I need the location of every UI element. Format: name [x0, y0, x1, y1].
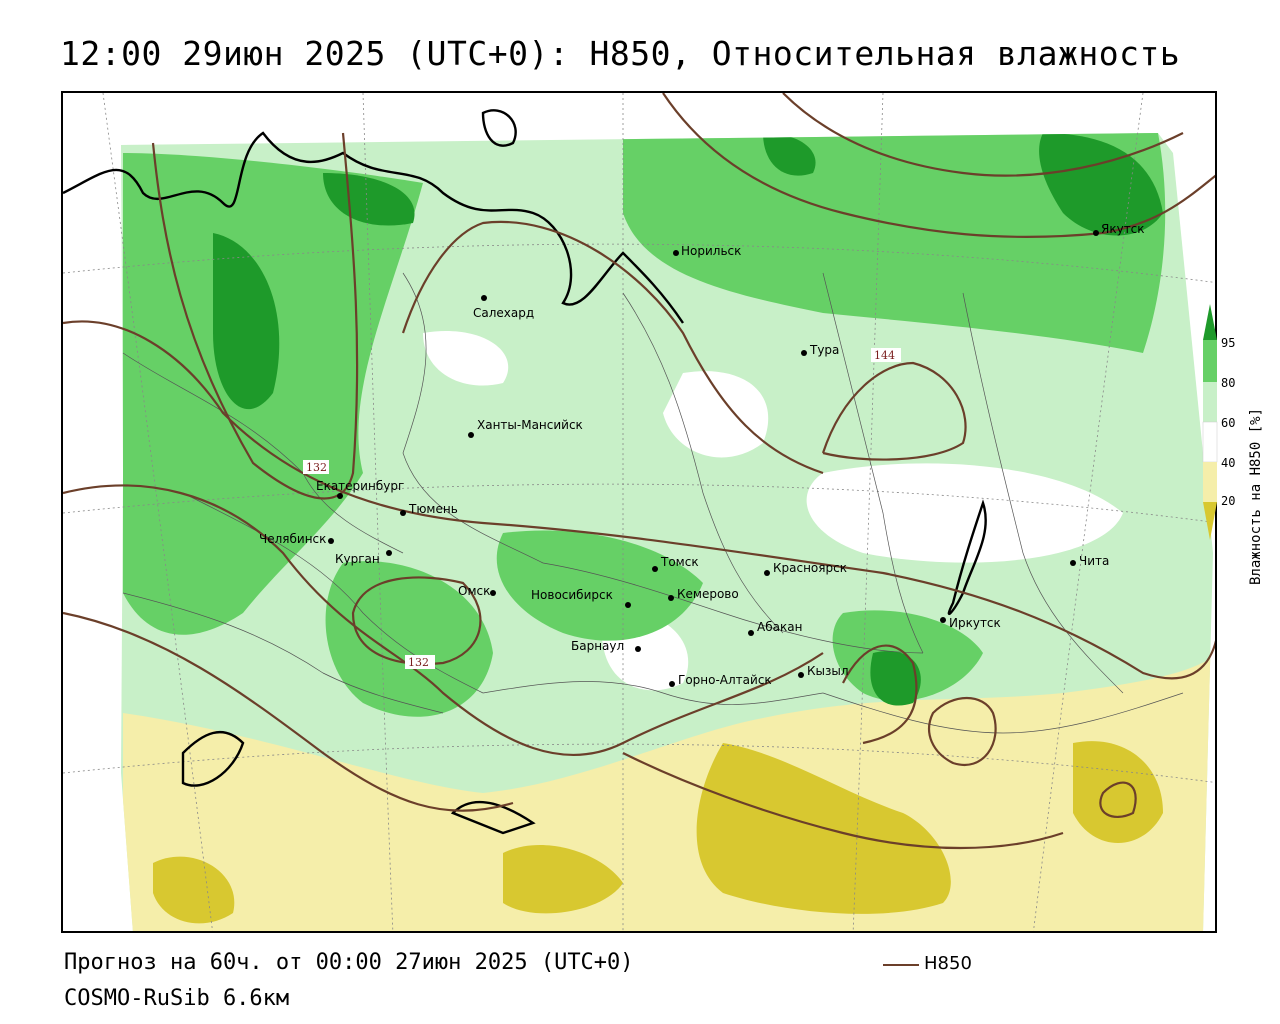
- colorbar-tick: 60: [1221, 416, 1236, 430]
- city-yakutsk: Якутск: [1093, 222, 1145, 236]
- svg-text:Барнаул: Барнаул: [571, 639, 624, 653]
- h850-contours: [63, 93, 1215, 850]
- city-salekhard: Салехард: [473, 295, 534, 320]
- colorbar-tick: 80: [1221, 376, 1236, 390]
- svg-text:Кызыл: Кызыл: [807, 664, 849, 678]
- svg-text:Тура: Тура: [809, 343, 839, 357]
- city-khanty-mansiysk: Ханты-Мансийск: [468, 418, 583, 438]
- city-gorno-altaysk: Горно-Алтайск: [669, 673, 772, 687]
- svg-text:Омск: Омск: [458, 584, 490, 598]
- legend-line-swatch: [883, 964, 919, 966]
- city-barnaul: Барнаул: [571, 639, 641, 653]
- humidity-colorbar: [1202, 304, 1218, 540]
- colorbar-tick: 20: [1221, 494, 1236, 508]
- city-krasnoyarsk: Красноярск: [764, 561, 847, 576]
- colorbar-segment-dry: [1203, 462, 1217, 502]
- svg-text:Салехард: Салехард: [473, 306, 534, 320]
- graticule: [63, 93, 1215, 931]
- city-chelyabinsk: Челябинск: [259, 532, 334, 546]
- svg-text:Горно-Алтайск: Горно-Алтайск: [678, 673, 772, 687]
- svg-text:Екатеринбург: Екатеринбург: [316, 479, 404, 493]
- humidity-map: 132 132 144 Якутск Норильск Салехард Тур…: [63, 93, 1215, 931]
- city-chita: Чита: [1070, 554, 1109, 568]
- city-tomsk: Томск: [652, 555, 699, 572]
- colorbar-segment-neutral: [1202, 421, 1218, 463]
- city-abakan: Абакан: [748, 620, 802, 636]
- colorbar-tick: 40: [1221, 456, 1236, 470]
- city-kurgan: Курган: [335, 550, 392, 566]
- contour-label: 132: [306, 461, 327, 474]
- contour-label: 144: [874, 349, 895, 362]
- svg-text:Томск: Томск: [660, 555, 699, 569]
- very-humid-zone-1: [213, 233, 280, 410]
- city-markers: Якутск Норильск Салехард Тура Ханты-Манс…: [259, 222, 1145, 687]
- clear-zone-2: [806, 463, 1123, 563]
- svg-text:Челябинск: Челябинск: [259, 532, 326, 546]
- colorbar-bottom-arrow: [1203, 502, 1217, 540]
- svg-text:Абакан: Абакан: [757, 620, 802, 634]
- svg-text:Якутск: Якутск: [1101, 222, 1145, 236]
- contour-label: 132: [408, 656, 429, 669]
- svg-text:Норильск: Норильск: [681, 244, 741, 258]
- colorbar-segment-humid: [1203, 340, 1217, 382]
- very-humid-zone-3: [323, 173, 415, 226]
- humidity-field: [121, 133, 1213, 931]
- clear-zone-3: [423, 331, 509, 386]
- very-humid-zone-4: [870, 651, 921, 706]
- svg-text:Ханты-Мансийск: Ханты-Мансийск: [477, 418, 583, 432]
- svg-text:Новосибирск: Новосибирск: [531, 588, 613, 602]
- humid-zone-west: [123, 153, 423, 635]
- city-novosibirsk: Новосибирск: [531, 588, 631, 608]
- city-ekaterinburg: Екатеринбург: [316, 479, 404, 499]
- very-humid-zone-5: [763, 133, 816, 176]
- svg-text:Тюмень: Тюмень: [408, 502, 458, 516]
- city-norilsk: Норильск: [673, 244, 741, 258]
- city-kyzyl: Кызыл: [798, 664, 849, 678]
- city-irkutsk: Иркутск: [940, 616, 1001, 630]
- city-omsk: Омск: [458, 584, 496, 598]
- colorbar-top-arrow: [1203, 304, 1217, 340]
- svg-text:Чита: Чита: [1079, 554, 1109, 568]
- svg-text:Курган: Курган: [335, 552, 380, 566]
- humid-zone-south: [325, 561, 493, 717]
- humid-zone-center: [496, 530, 703, 641]
- contour-label-group: 132 132 144: [303, 348, 901, 669]
- coastline: [63, 109, 987, 835]
- city-tura: Тура: [801, 343, 839, 357]
- colorbar-segment-moist: [1203, 382, 1217, 422]
- svg-text:Кемерово: Кемерово: [677, 587, 739, 601]
- city-kemerovo: Кемерово: [668, 587, 739, 601]
- very-dry-zone-4: [153, 856, 235, 924]
- legend-line-label: H850: [924, 953, 972, 974]
- region-borders: [122, 272, 1184, 734]
- svg-text:Красноярск: Красноярск: [773, 561, 847, 575]
- forecast-info: Прогноз на 60ч. от 00:00 27июн 2025 (UTC…: [64, 950, 634, 975]
- map-title: 12:00 29июн 2025 (UTC+0): H850, Относите…: [60, 34, 1181, 73]
- colorbar-tick: 95: [1221, 336, 1236, 350]
- city-tyumen: Тюмень: [400, 502, 458, 516]
- svg-text:Иркутск: Иркутск: [949, 616, 1001, 630]
- map-frame[interactable]: 132 132 144 Якутск Норильск Салехард Тур…: [61, 91, 1217, 933]
- very-humid-zone-2: [1039, 133, 1163, 236]
- colorbar-label: Влажность на H850 [%]: [1248, 407, 1264, 585]
- very-dry-zone-3: [1073, 741, 1163, 843]
- very-dry-zone-2: [503, 844, 623, 914]
- clear-zone-1: [663, 371, 769, 458]
- model-name: COSMO-RuSib 6.6км: [64, 986, 290, 1011]
